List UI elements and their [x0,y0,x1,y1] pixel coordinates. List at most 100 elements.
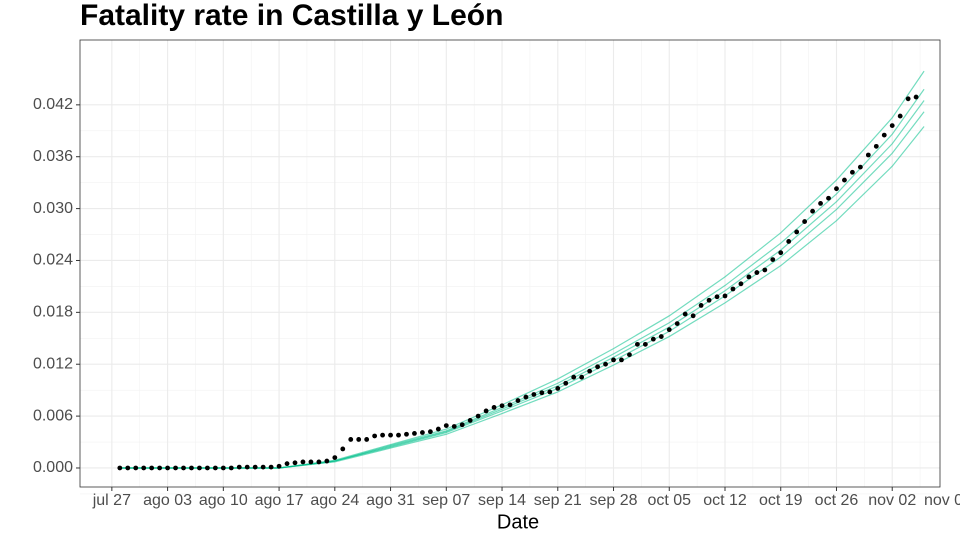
x-tick-label: sep 28 [589,492,637,509]
data-point [786,239,792,244]
data-point [842,177,847,183]
data-point [332,455,338,461]
x-tick-label: sep 21 [534,492,582,509]
data-point [435,426,441,432]
x-tick-label: ago 24 [310,492,359,509]
data-point [491,405,497,410]
panel-border [79,39,941,488]
data-point [905,96,911,102]
data-point [396,432,401,438]
data-point [850,169,855,175]
x-tick-label: oct 26 [815,492,859,509]
x-tick-label: oct 05 [647,492,691,509]
data-point [212,465,218,471]
data-point [539,390,545,396]
data-point [682,311,688,317]
data-point [762,267,768,273]
data-point [451,424,457,429]
simulation-line [119,111,925,469]
data-point [324,458,330,464]
data-point [252,464,258,470]
data-point [316,459,322,465]
data-point [515,398,521,403]
x-tick-label: ago 17 [255,492,304,509]
data-point [754,270,760,275]
data-point [427,429,433,435]
data-point [443,423,449,429]
x-axis-title: Date [497,511,539,533]
data-point [228,465,234,471]
data-point [372,433,378,439]
data-point [157,465,163,471]
data-point [730,286,736,292]
data-point [141,465,147,471]
data-point [165,465,170,471]
x-tick-label: sep 14 [478,492,526,509]
data-point [714,294,720,300]
data-point [181,465,186,471]
data-point [913,94,919,100]
data-point [308,459,314,465]
data-point [483,408,489,414]
y-tick-label: 0.042 [33,96,73,113]
data-point [244,464,250,470]
grid [80,40,940,495]
data-point [523,394,529,400]
data-point [404,431,409,437]
data-point [865,152,871,158]
data-point [276,463,282,469]
simulation-line [119,126,925,469]
data-point [125,465,131,471]
x-tick-label: oct 19 [759,492,803,509]
y-tick-label: 0.030 [33,200,73,217]
data-point [260,464,266,470]
data-point [189,465,194,471]
data-point [642,341,648,347]
data-point [873,143,879,149]
data-point [889,123,895,128]
data-point [706,297,712,303]
y-tick-label: 0.036 [33,148,73,165]
data-point [746,274,752,280]
x-tick-label: nov 02 [868,492,916,509]
data-point [388,432,393,438]
data-point [826,195,831,201]
data-point [579,374,585,380]
data-point [834,186,839,192]
data-point [117,465,123,471]
data-point [475,413,481,419]
data-point [499,403,505,409]
data-point [531,392,537,397]
data-point [770,257,776,263]
data-point [698,303,704,308]
simulation-line [119,88,925,469]
data-point [292,460,298,466]
data-point [810,208,815,214]
data-point [619,357,624,363]
data-point [507,402,513,408]
data-point [340,446,346,452]
data-point [220,465,226,471]
data-point [547,389,553,395]
data-point [555,386,561,391]
x-tick-label: ago 31 [366,492,415,509]
data-point [897,113,903,119]
data-point [603,361,608,367]
data-point [205,465,210,471]
y-tick-label: 0.006 [33,407,73,424]
data-point [300,459,306,465]
data-point [595,364,600,370]
simulation-line [119,100,925,469]
data-point [571,374,577,380]
data-point [356,437,362,442]
data-point [674,321,680,326]
data-point [722,293,728,299]
data-point [818,201,823,206]
data-point [778,250,784,256]
data-point [149,465,155,471]
data-point [563,380,569,386]
plot-area [117,70,925,471]
data-point [284,461,290,467]
data-point [881,132,887,138]
data-point [364,437,370,442]
